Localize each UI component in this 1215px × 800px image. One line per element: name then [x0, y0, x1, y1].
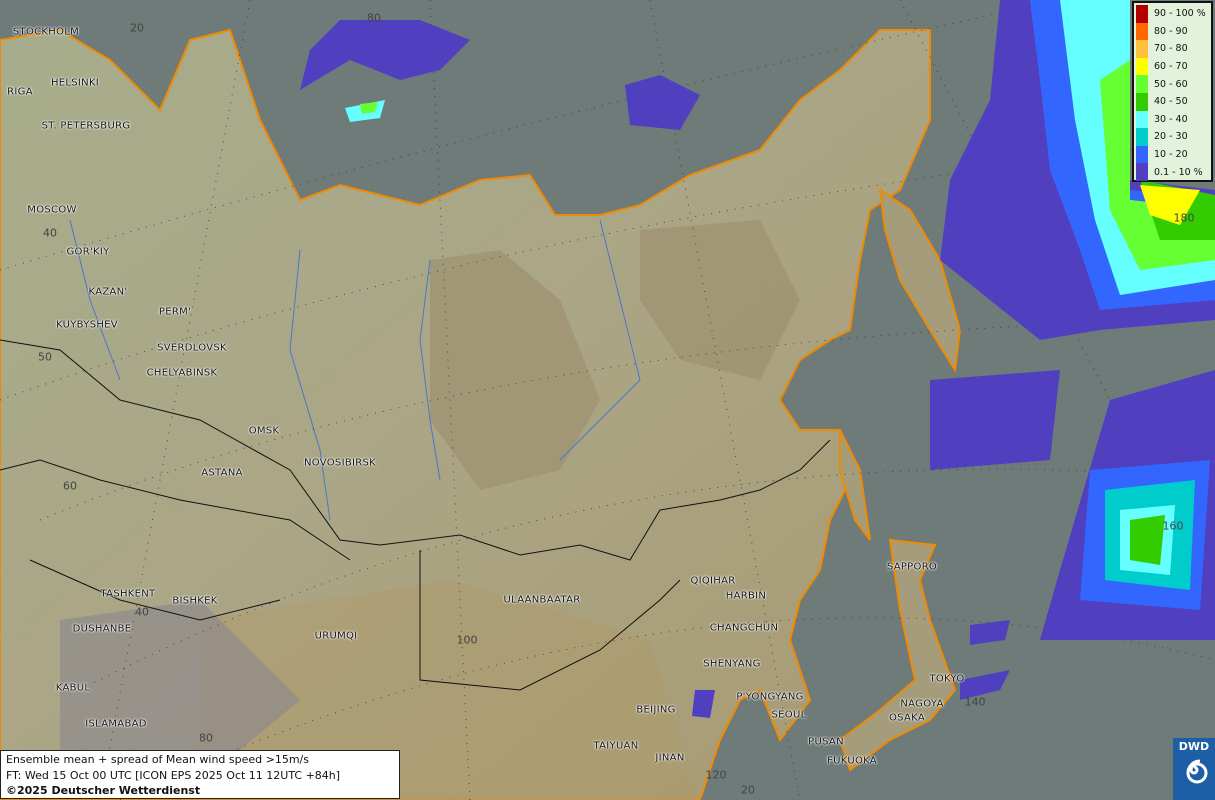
legend-label: 30 - 40 [1154, 113, 1188, 125]
city-label: NAGOYA [900, 698, 944, 710]
legend-swatch [1136, 40, 1148, 58]
legend-label: 40 - 50 [1154, 96, 1188, 108]
graticule-label: 80 [367, 11, 381, 25]
graticule-label: 120 [705, 768, 727, 782]
city-label: CHELYABINSK [146, 367, 218, 379]
legend-item: 30 - 40 [1136, 110, 1209, 129]
graticule-label: 40 [135, 605, 149, 619]
legend-item: 20 - 30 [1136, 128, 1209, 146]
city-label: STOCKHOLM [12, 26, 80, 38]
city-label: PERM' [158, 306, 192, 318]
country-borders [0, 339, 831, 691]
city-label: QIQIHAR [690, 575, 736, 587]
graticule-label: 180 [1173, 211, 1195, 225]
city-label: ISLAMABAD [85, 718, 147, 730]
city-label: SVERDLOVSK [157, 342, 227, 354]
city-label: URUMQI [314, 630, 358, 642]
forecast-time: FT: Wed 15 Oct 00 UTC [ICON EPS 2025 Oct… [6, 768, 341, 782]
legend-label: 90 - 100 % [1154, 8, 1206, 20]
city-label: FUKUOKA [827, 755, 877, 767]
city-label: MOSCOW [27, 204, 77, 216]
city-label: OMSK [248, 425, 280, 437]
legend-swatch [1136, 22, 1148, 41]
product-title: Ensemble mean + spread of Mean wind spee… [6, 753, 309, 766]
graticule-label: 80 [199, 731, 213, 745]
legend-label: 50 - 60 [1154, 78, 1188, 90]
mountains-shading [430, 250, 600, 490]
city-label: GOR'KIY [66, 246, 110, 258]
copyright: ©2025 Deutscher Wetterdienst [6, 784, 201, 797]
city-label: P'YONGYANG [736, 691, 804, 703]
graticule-label: 140 [964, 695, 986, 709]
legend-item: 70 - 80 [1136, 40, 1209, 58]
city-label: BEIJING [636, 704, 676, 716]
legend-swatch [1136, 92, 1148, 111]
city-label: DUSHANBE [72, 623, 132, 635]
city-label: SHENYANG [703, 658, 761, 670]
legend-label: 20 - 30 [1154, 131, 1188, 143]
legend-swatch [1136, 5, 1148, 23]
city-label: TASHKENT [100, 588, 156, 600]
legend-label: 80 - 90 [1154, 25, 1188, 37]
city-label: NOVOSIBIRSK [304, 457, 376, 469]
legend-swatch [1136, 110, 1148, 129]
rivers [69, 219, 641, 521]
legend-item: 90 - 100 % [1136, 5, 1209, 23]
dwd-logo: DWD [1173, 738, 1215, 800]
land-sakhalin [839, 429, 871, 541]
graticule-label: 50 [38, 350, 52, 364]
graticule-label: 40 [43, 226, 57, 240]
city-label: TOKYO [929, 673, 965, 685]
city-label: KUYBYSHEV [56, 319, 118, 331]
city-label: KABUL [55, 682, 91, 694]
city-label: HELSINKI [50, 77, 100, 89]
legend-item: 80 - 90 [1136, 22, 1209, 41]
legend-swatch [1136, 163, 1148, 181]
city-label: SEOUL [771, 709, 807, 721]
city-label: KAZAN' [88, 286, 128, 298]
mountains-shading [640, 220, 800, 380]
legend-label: 70 - 80 [1154, 43, 1188, 55]
graticule-label: 20 [741, 783, 755, 797]
city-label: CHANGCHUN [709, 622, 779, 634]
city-label: RIGA [7, 86, 33, 98]
legend-item: 50 - 60 [1136, 75, 1209, 93]
city-label: TAIYUAN [593, 740, 639, 752]
legend-label: 0.1 - 10 % [1154, 166, 1203, 178]
city-label: HARBIN [725, 590, 767, 602]
city-label: SAPPORO [886, 561, 938, 573]
legend-item: 10 - 20 [1136, 145, 1209, 164]
legend-swatch [1136, 75, 1148, 93]
city-label: OSAKA [889, 712, 925, 724]
city-label: ASTANA [201, 467, 243, 479]
city-label: ST. PETERSBURG [41, 120, 131, 132]
city-label: PUSAN [808, 736, 844, 748]
legend: 90 - 100 % 80 - 90 70 - 80 60 - 70 50 - 60 40… [1132, 1, 1213, 182]
info-box: Ensemble mean + spread of Mean wind spee… [0, 750, 400, 799]
graticule-label: 20 [130, 21, 144, 35]
land-japan [838, 538, 957, 772]
swirl-icon [1186, 759, 1208, 784]
wind-probability-areas [300, 0, 1215, 718]
city-label: ULAANBAATAR [503, 594, 581, 606]
graticule-label: 60 [63, 479, 77, 493]
legend-label: 10 - 20 [1154, 149, 1188, 161]
legend-label: 60 - 70 [1154, 61, 1188, 73]
legend-swatch [1136, 145, 1148, 164]
legend-item: 60 - 70 [1136, 57, 1209, 76]
city-label: BISHKEK [172, 595, 218, 607]
legend-item: 0.1 - 10 % [1136, 163, 1209, 181]
legend-swatch [1136, 128, 1148, 146]
land-kamchatka [878, 187, 962, 373]
legend-item: 40 - 50 [1136, 92, 1209, 111]
graticule-label: 160 [1162, 519, 1184, 533]
desert-shading [200, 580, 700, 800]
city-label: JINAN [655, 752, 685, 764]
legend-swatch [1136, 57, 1148, 76]
graticule-label: 100 [456, 633, 478, 647]
logo-text: DWD [1178, 740, 1210, 753]
